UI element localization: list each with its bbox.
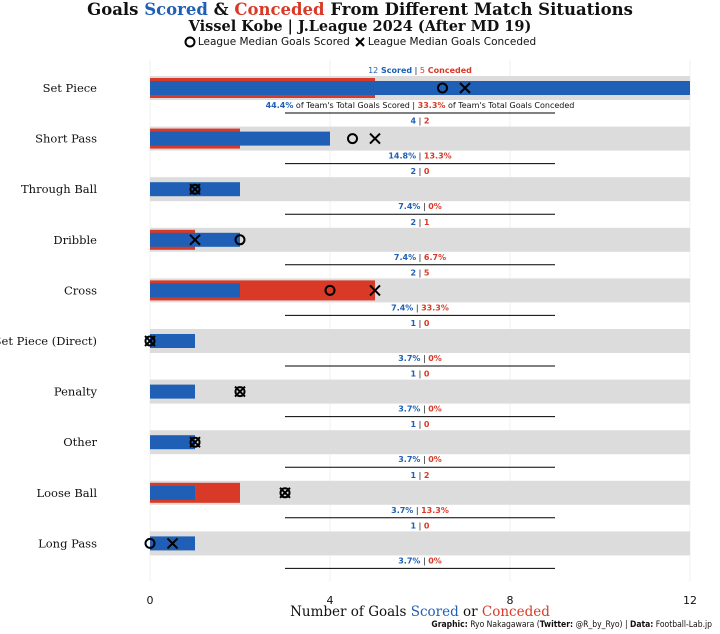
title-conceded-word: Conceded: [234, 0, 325, 19]
chart-title: Goals Scored & Conceded From Different M…: [87, 0, 633, 19]
pct-label: 3.7% | 0%: [398, 455, 442, 464]
pct-label: 7.4% | 33.3%: [391, 303, 449, 312]
pct-label: 3.7% | 0%: [398, 354, 442, 363]
x-tick-label: 0: [147, 594, 154, 607]
pct-label: 44.4% of Team's Total Goals Scored | 33.…: [266, 101, 575, 110]
row-band: [150, 430, 690, 455]
scored-bar: [150, 283, 240, 298]
pct-label: 7.4% | 0%: [398, 202, 442, 211]
median-scored-marker: [189, 183, 201, 195]
median-conceded-marker: [369, 132, 381, 145]
category-label: Penalty: [54, 385, 98, 399]
legend-median-scored-label: League Median Goals Scored: [197, 36, 350, 48]
category-label: Set Piece: [43, 81, 98, 95]
category-row: Other 1 | 0 3.7% | 0%: [63, 420, 690, 468]
pct-label: 3.7% | 0%: [398, 405, 442, 414]
legend-median-conceded-label: League Median Goals Conceded: [367, 36, 537, 48]
median-scored-marker: [347, 133, 358, 145]
chart-subtitle: Vissel Kobe | J.League 2024 (After MD 19…: [188, 18, 532, 35]
category-row: Short Pass 4 | 2 14.8% | 13.3%: [35, 117, 690, 165]
median-conceded-marker: [189, 436, 201, 448]
scored-bar: [150, 435, 195, 450]
category-label: Other: [63, 435, 97, 449]
category-label: Dribble: [53, 233, 97, 247]
count-label: 2 | 5: [411, 268, 430, 277]
count-label: 1 | 0: [411, 370, 430, 379]
category-label: Cross: [64, 283, 97, 297]
pct-label: 14.8% | 13.3%: [388, 152, 451, 161]
count-label: 2 | 1: [411, 218, 430, 227]
median-conceded-marker: [459, 82, 471, 94]
category-row: Set Piece 12 Scored | 5 Conceded 44.4% of …: [43, 66, 690, 114]
legend: League Median Goals Scored League Median…: [0, 36, 720, 48]
median-conceded-marker: [369, 284, 381, 297]
category-row: Penalty 1 | 0 3.7% | 0%: [54, 370, 690, 418]
pct-label: 3.7% | 0%: [398, 556, 442, 565]
count-label: 12 Scored | 5 Conceded: [368, 66, 472, 75]
median-scored-marker: [144, 335, 156, 347]
median-scored-marker: [324, 284, 336, 296]
median-conceded-marker: [189, 183, 201, 195]
median-conceded-marker: [189, 234, 201, 246]
cross-icon: [355, 37, 365, 47]
x-axis-label: Number of Goals Scored or Conceded: [290, 604, 550, 620]
median-scored-marker: [437, 82, 448, 94]
circle-icon: [184, 36, 196, 48]
legend-median-scored: League Median Goals Scored: [184, 36, 350, 48]
title-scored-word: Scored: [144, 0, 208, 19]
count-label: 1 | 0: [411, 521, 430, 530]
x-tick-label: 4: [327, 594, 334, 607]
scored-bar: [150, 384, 195, 399]
count-label: 1 | 0: [411, 420, 430, 429]
count-label: 1 | 2: [411, 471, 430, 480]
median-scored-marker: [279, 487, 291, 499]
median-scored-marker: [144, 537, 156, 549]
median-scored-marker: [234, 386, 246, 398]
x-tick-label: 8: [507, 594, 514, 607]
count-label: 2 | 0: [411, 167, 430, 176]
median-scored-marker: [234, 234, 246, 246]
count-label: 4 | 2: [411, 117, 430, 126]
caption: Graphic: Ryo Nakagawara (Twitter: @R_by_…: [431, 620, 712, 630]
category-label: Set Piece (Direct): [0, 334, 97, 348]
scored-bar: [150, 485, 195, 500]
category-label: Long Pass: [38, 536, 97, 550]
row-band: [150, 379, 690, 404]
pct-label: 7.4% | 6.7%: [394, 253, 446, 262]
median-conceded-marker: [234, 385, 246, 398]
row-band: [150, 329, 690, 353]
category-label: Loose Ball: [36, 486, 97, 500]
scored-bar: [150, 334, 195, 348]
pct-label: 3.7% | 13.3%: [391, 506, 449, 515]
median-conceded-marker: [279, 487, 291, 499]
median-scored-marker: [189, 436, 201, 448]
scored-bar: [150, 131, 330, 146]
category-row: Long Pass 1 | 0 3.7% | 0%: [38, 521, 690, 569]
median-conceded-marker: [166, 537, 179, 550]
category-row: Through Ball 2 | 0 7.4% | 0%: [21, 167, 690, 215]
median-conceded-marker: [144, 335, 156, 347]
category-row: Cross 2 | 5 7.4% | 33.3%: [64, 268, 690, 316]
category-label: Through Ball: [21, 182, 97, 196]
scored-bar: [150, 81, 690, 95]
category-row: Loose Ball 1 | 2 3.7% | 13.3%: [36, 471, 690, 519]
legend-median-conceded: League Median Goals Conceded: [354, 36, 536, 48]
category-row: Set Piece (Direct) 1 | 0 3.7% | 0%: [0, 319, 690, 367]
category-label: Short Pass: [35, 132, 97, 146]
count-label: 1 | 0: [411, 319, 430, 328]
x-tick-label: 12: [683, 594, 697, 607]
category-row: Dribble 2 | 1 7.4% | 6.7%: [53, 218, 690, 266]
row-band: [150, 531, 690, 556]
